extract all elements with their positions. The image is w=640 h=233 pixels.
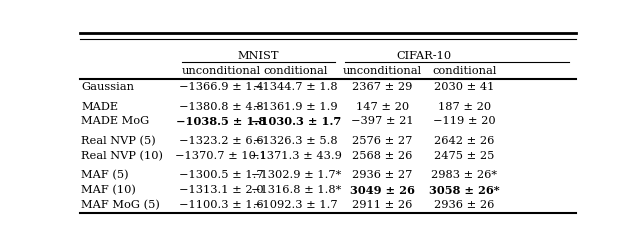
Text: 2568 ± 26: 2568 ± 26 — [353, 151, 413, 161]
Text: −1366.9 ± 1.4: −1366.9 ± 1.4 — [179, 82, 264, 92]
Text: −1326.3 ± 5.8: −1326.3 ± 5.8 — [253, 136, 338, 146]
Text: unconditional: unconditional — [182, 66, 261, 76]
Text: −1030.3 ± 1.7: −1030.3 ± 1.7 — [251, 116, 341, 127]
Text: MAF (5): MAF (5) — [81, 170, 129, 181]
Text: 2030 ± 41: 2030 ± 41 — [434, 82, 495, 92]
Text: MAF (10): MAF (10) — [81, 185, 136, 195]
Text: −1038.5 ± 1.8: −1038.5 ± 1.8 — [176, 116, 266, 127]
Text: −1300.5 ± 1.7: −1300.5 ± 1.7 — [179, 170, 264, 180]
Text: Real NVP (10): Real NVP (10) — [81, 151, 163, 161]
Text: conditional: conditional — [432, 66, 497, 76]
Text: −1313.1 ± 2.0: −1313.1 ± 2.0 — [179, 185, 264, 195]
Text: −119 ± 20: −119 ± 20 — [433, 116, 496, 126]
Text: 3049 ± 26: 3049 ± 26 — [350, 185, 415, 196]
Text: 2367 ± 29: 2367 ± 29 — [353, 82, 413, 92]
Text: −1100.3 ± 1.6: −1100.3 ± 1.6 — [179, 200, 264, 210]
Text: −397 ± 21: −397 ± 21 — [351, 116, 414, 126]
Text: Gaussian: Gaussian — [81, 82, 134, 92]
Text: 187 ± 20: 187 ± 20 — [438, 102, 491, 112]
Text: 3058 ± 26*: 3058 ± 26* — [429, 185, 500, 196]
Text: 2983 ± 26*: 2983 ± 26* — [431, 170, 497, 180]
Text: MNIST: MNIST — [238, 51, 279, 61]
Text: −1302.9 ± 1.7*: −1302.9 ± 1.7* — [251, 170, 341, 180]
Text: 2936 ± 27: 2936 ± 27 — [353, 170, 413, 180]
Text: MADE: MADE — [81, 102, 118, 112]
Text: 2936 ± 26: 2936 ± 26 — [434, 200, 495, 210]
Text: unconditional: unconditional — [343, 66, 422, 76]
Text: conditional: conditional — [264, 66, 328, 76]
Text: 147 ± 20: 147 ± 20 — [356, 102, 409, 112]
Text: MAF MoG (5): MAF MoG (5) — [81, 200, 160, 210]
Text: −1371.3 ± 43.9: −1371.3 ± 43.9 — [250, 151, 342, 161]
Text: −1370.7 ± 10.1: −1370.7 ± 10.1 — [175, 151, 268, 161]
Text: −1361.9 ± 1.9: −1361.9 ± 1.9 — [253, 102, 338, 112]
Text: 2642 ± 26: 2642 ± 26 — [434, 136, 495, 146]
Text: CIFAR-10: CIFAR-10 — [396, 51, 451, 61]
Text: −1092.3 ± 1.7: −1092.3 ± 1.7 — [253, 200, 338, 210]
Text: 2576 ± 27: 2576 ± 27 — [353, 136, 413, 146]
Text: Real NVP (5): Real NVP (5) — [81, 136, 156, 146]
Text: MADE MoG: MADE MoG — [81, 116, 149, 126]
Text: −1380.8 ± 4.8: −1380.8 ± 4.8 — [179, 102, 264, 112]
Text: −1316.8 ± 1.8*: −1316.8 ± 1.8* — [251, 185, 341, 195]
Text: −1323.2 ± 6.6: −1323.2 ± 6.6 — [179, 136, 264, 146]
Text: 2911 ± 26: 2911 ± 26 — [353, 200, 413, 210]
Text: −1344.7 ± 1.8: −1344.7 ± 1.8 — [253, 82, 338, 92]
Text: 2475 ± 25: 2475 ± 25 — [434, 151, 495, 161]
